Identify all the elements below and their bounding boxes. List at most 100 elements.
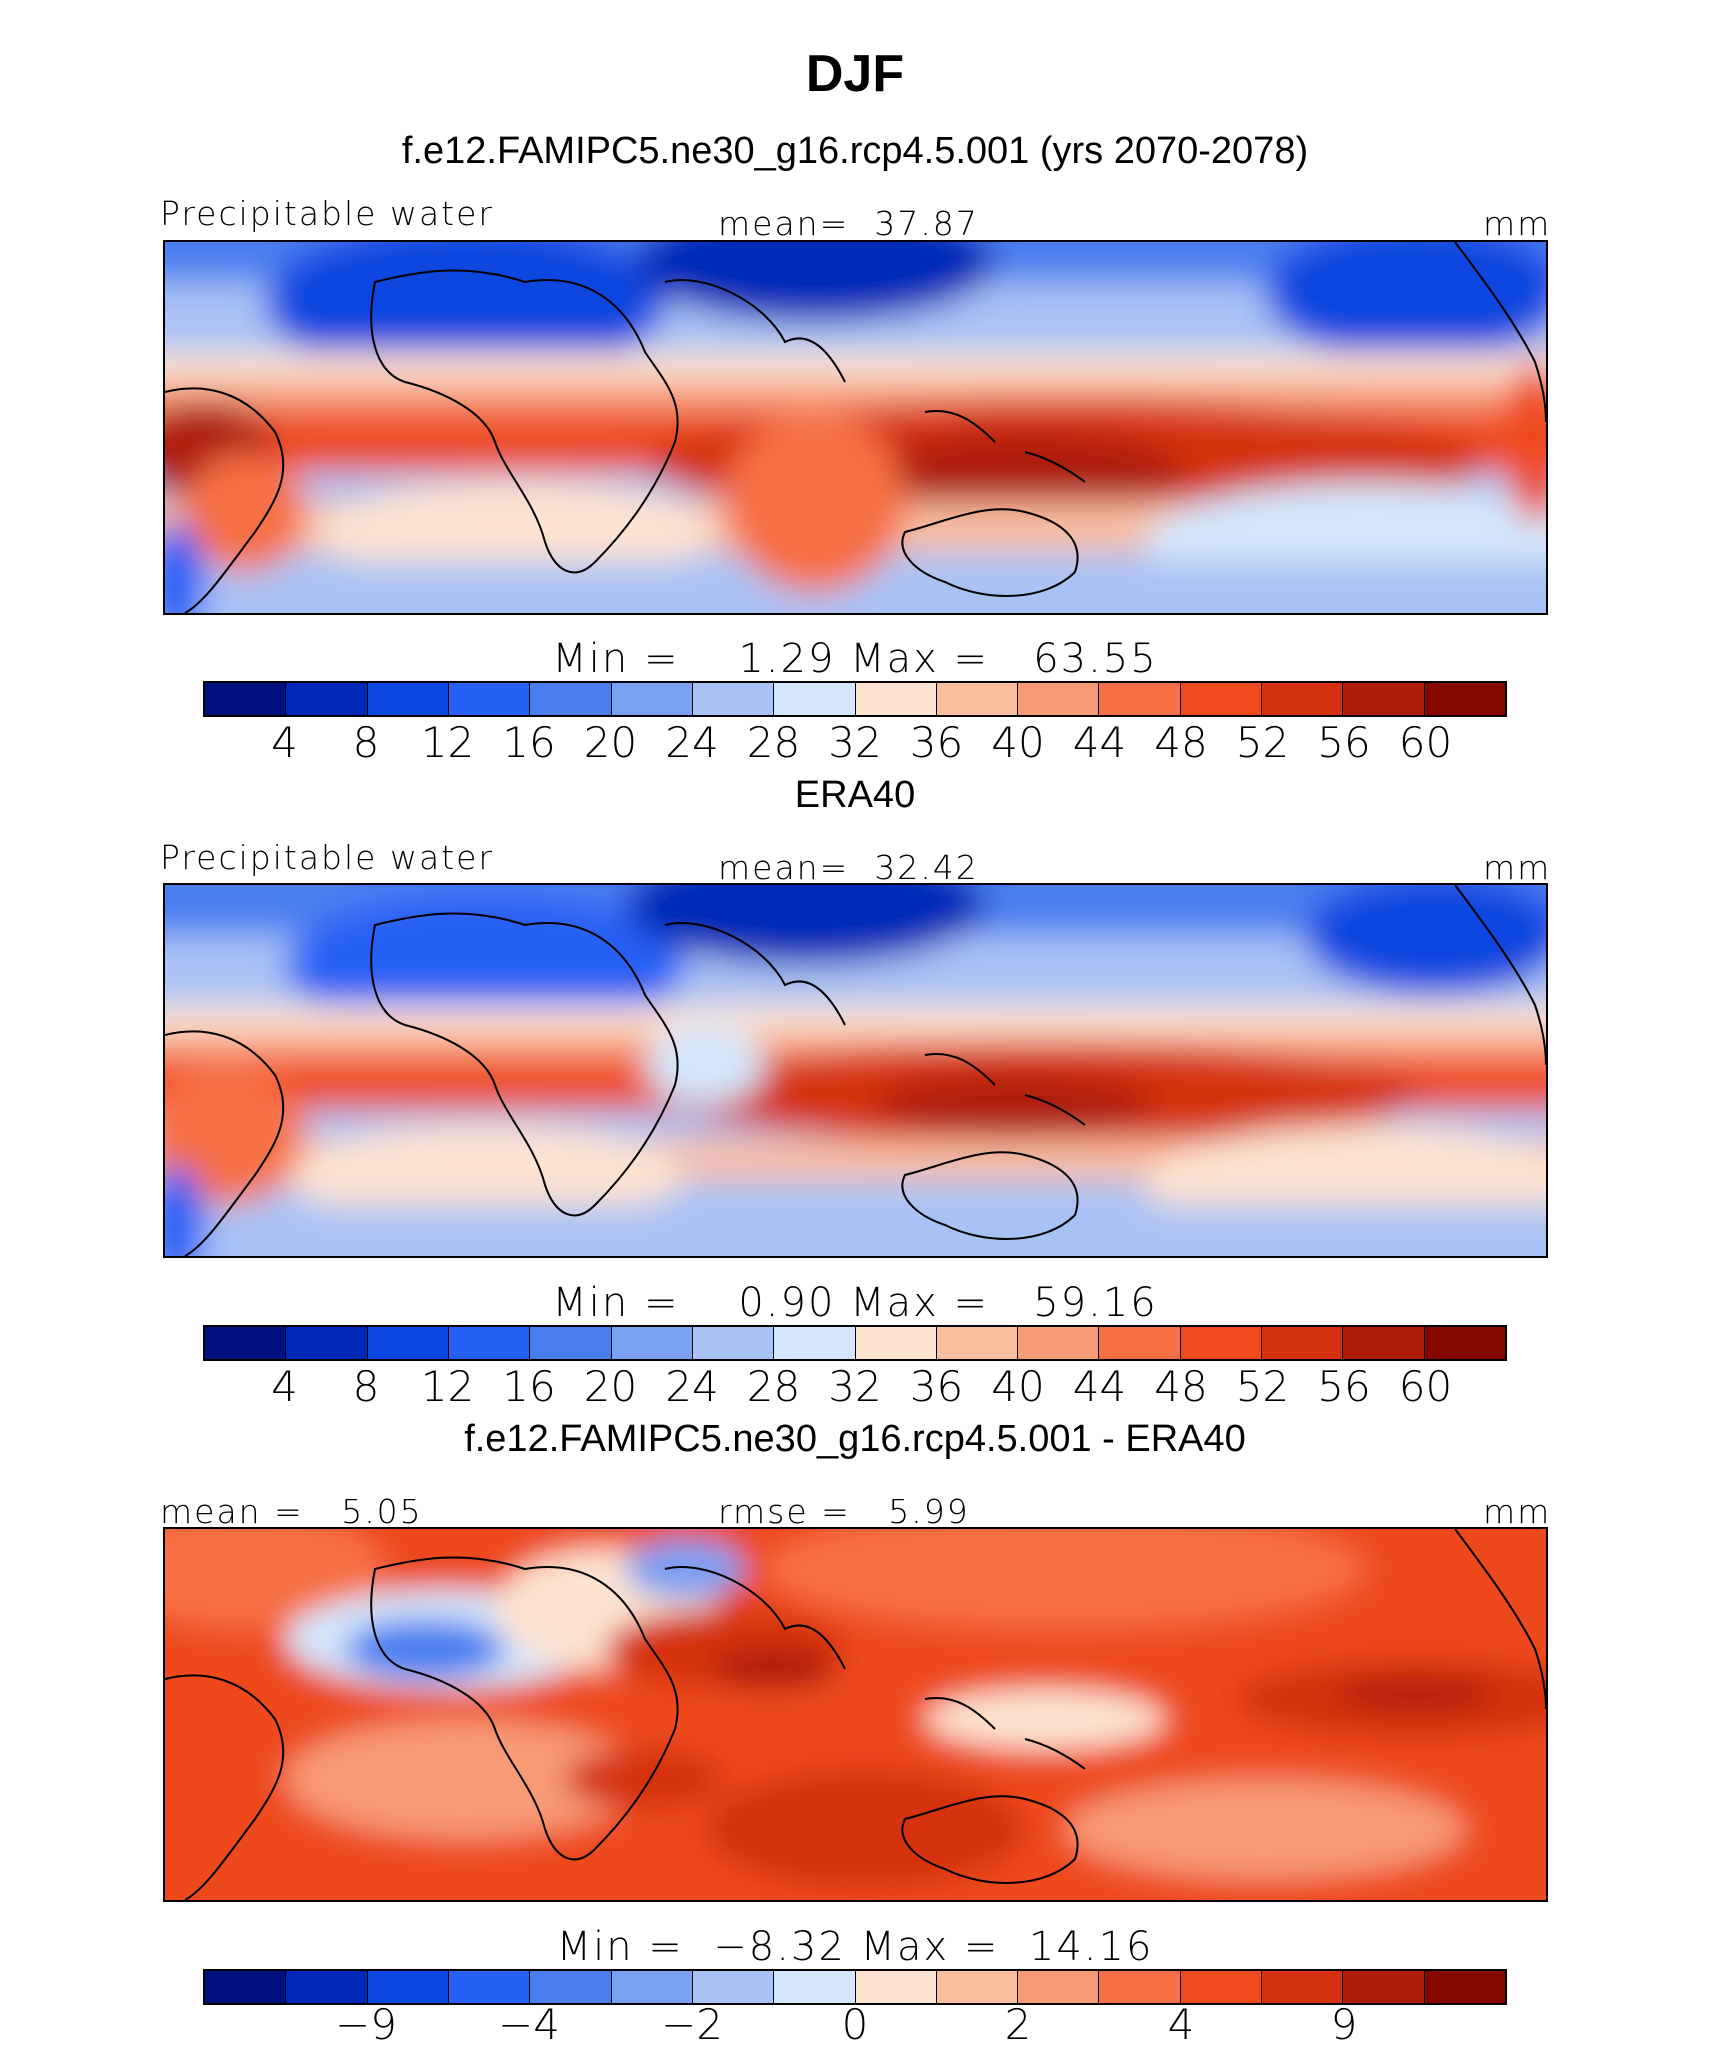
panel-2-colorbar-swatch xyxy=(1424,1327,1505,1359)
panel-2-contour-field xyxy=(165,885,1546,1256)
panel-2-colorbar-swatch xyxy=(205,1327,287,1359)
panel-1-colorbar-swatch xyxy=(1018,683,1100,715)
colorbar-tick-label: 36 xyxy=(909,1362,964,1411)
colorbar-tick-label: 28 xyxy=(746,1362,801,1411)
panel-2-colorbar-swatch xyxy=(1018,1327,1100,1359)
colorbar-tick-label: 9 xyxy=(1330,2000,1358,2049)
panel-3-colorbar-swatch xyxy=(448,1971,531,2003)
panel-2-colorbar-swatch xyxy=(1099,1327,1181,1359)
panel-1-minmax: Min = 1.29 Max = 63.55 xyxy=(552,636,1158,682)
colorbar-tick-label: 28 xyxy=(746,718,801,767)
panel-1-title: f.e12.FAMIPC5.ne30_g16.rcp4.5.001 (yrs 2… xyxy=(401,130,1309,172)
panel-2-colorbar-swatch xyxy=(692,1327,775,1359)
panel-2-colorbar-swatch xyxy=(611,1327,693,1359)
panel-1-contour-field xyxy=(165,242,1546,613)
colorbar-tick-label: 48 xyxy=(1154,1362,1208,1411)
colorbar-tick-label: 60 xyxy=(1398,718,1453,767)
panel-2-colorbar-swatch xyxy=(1262,1327,1344,1359)
panel-1-colorbar-swatch xyxy=(1424,683,1505,715)
colorbar-tick-label: 44 xyxy=(1072,718,1127,767)
panel-1-colorbar-swatch xyxy=(936,683,1019,715)
panel-3-colorbar-swatch xyxy=(1424,1971,1505,2003)
panel-3-colorbar-swatch xyxy=(1099,1971,1181,2003)
panel-2-colorbar-swatch xyxy=(1180,1327,1263,1359)
panel-3-colorbar-swatch xyxy=(286,1971,368,2003)
panel-1-colorbar-swatch xyxy=(611,683,693,715)
panel-1-colorbar-ticks: 4 8 12 16 20 24 28 32 36 40 44 48 52 56 … xyxy=(203,718,1507,768)
panel-3-colorbar-swatch xyxy=(611,1971,693,2003)
colorbar-tick-label: 52 xyxy=(1235,1362,1290,1411)
panel-3-colorbar-ticks: −9 −4 −2 0 2 4 9 xyxy=(203,2000,1507,2050)
panel-3-colorbar-swatch xyxy=(367,1971,449,2003)
panel-1-colorbar-swatch xyxy=(1099,683,1181,715)
panel-1-map xyxy=(163,240,1548,615)
panel-3-colorbar-swatch xyxy=(1343,1971,1425,2003)
panel-2-map xyxy=(163,883,1548,1258)
colorbar-tick-label: 16 xyxy=(502,1362,556,1411)
colorbar-tick-label: 36 xyxy=(909,718,964,767)
colorbar-tick-label: −4 xyxy=(498,2000,560,2049)
panel-3-minmax: Min = −8.32 Max = 14.16 xyxy=(556,1924,1154,1970)
panel-2-colorbar-swatch xyxy=(286,1327,368,1359)
panel-3-units-label: mm xyxy=(1483,1492,1552,1531)
panel-1-variable-label: Precipitable water xyxy=(160,194,494,233)
panel-1-colorbar-swatch xyxy=(530,683,612,715)
panel-1-colorbar-swatch xyxy=(1180,683,1263,715)
panel-3-colorbar-swatch xyxy=(1180,1971,1263,2003)
colorbar-tick-label: 32 xyxy=(828,1362,882,1411)
colorbar-tick-label: 56 xyxy=(1317,1362,1371,1411)
panel-1-colorbar-swatch xyxy=(774,683,856,715)
panel-1-colorbar-swatch xyxy=(855,683,937,715)
colorbar-tick-label: 24 xyxy=(665,1362,719,1411)
panel-3-colorbar-swatch xyxy=(855,1971,937,2003)
panel-1-colorbar-swatch xyxy=(286,683,368,715)
panel-2-colorbar-swatch xyxy=(367,1327,449,1359)
colorbar-tick-label: 2 xyxy=(1004,2000,1032,2049)
panel-1-units-label: mm xyxy=(1483,204,1552,243)
figure-title: DJF xyxy=(805,45,905,103)
panel-2-colorbar-ticks: 4 8 12 16 20 24 28 32 36 40 44 48 52 56 … xyxy=(203,1362,1507,1412)
panel-3-colorbar-swatch xyxy=(1262,1971,1344,2003)
panel-2-colorbar-swatch xyxy=(530,1327,612,1359)
colorbar-tick-label: 4 xyxy=(271,718,298,767)
panel-1-colorbar-swatch xyxy=(1262,683,1344,715)
panel-3-colorbar-swatch xyxy=(936,1971,1019,2003)
panel-2-variable-label: Precipitable water xyxy=(160,838,494,877)
colorbar-tick-label: 12 xyxy=(420,1362,475,1411)
panel-2-colorbar-swatch xyxy=(448,1327,531,1359)
panel-1-colorbar-swatch xyxy=(1343,683,1425,715)
panel-2-colorbar-swatch xyxy=(936,1327,1019,1359)
colorbar-tick-label: 24 xyxy=(665,718,719,767)
panel-2-colorbar-swatch xyxy=(774,1327,856,1359)
panel-3-colorbar xyxy=(203,1969,1507,2005)
panel-1-colorbar-swatch xyxy=(205,683,287,715)
colorbar-tick-label: 40 xyxy=(991,718,1045,767)
panel-1-mean-label: mean= 37.87 xyxy=(718,204,979,243)
panel-2-title: ERA40 xyxy=(794,774,916,816)
panel-3-map xyxy=(163,1527,1548,1902)
panel-1-colorbar-swatch xyxy=(367,683,449,715)
panel-3-colorbar-swatch xyxy=(692,1971,775,2003)
colorbar-tick-label: 4 xyxy=(1167,2000,1195,2049)
panel-2-minmax: Min = 0.90 Max = 59.16 xyxy=(552,1280,1158,1326)
panel-3-colorbar-swatch xyxy=(530,1971,612,2003)
panel-2-colorbar xyxy=(203,1325,1507,1361)
panel-3-colorbar-swatch xyxy=(205,1971,287,2003)
panel-1-colorbar-swatch xyxy=(692,683,775,715)
panel-3-colorbar-swatch xyxy=(774,1971,856,2003)
colorbar-tick-label: −9 xyxy=(335,2000,397,2049)
panel-3-title: f.e12.FAMIPC5.ne30_g16.rcp4.5.001 - ERA4… xyxy=(464,1418,1246,1460)
colorbar-tick-label: 16 xyxy=(502,718,556,767)
colorbar-tick-label: 20 xyxy=(583,718,638,767)
panel-3-mean-label: mean = 5.05 xyxy=(160,1492,423,1531)
panel-3-rmse-label: rmse = 5.99 xyxy=(718,1492,970,1531)
colorbar-tick-label: 20 xyxy=(583,1362,638,1411)
colorbar-tick-label: 4 xyxy=(271,1362,298,1411)
panel-3-contour-field xyxy=(165,1529,1546,1900)
colorbar-tick-label: 0 xyxy=(841,2000,869,2049)
panel-1-colorbar-swatch xyxy=(448,683,531,715)
colorbar-tick-label: 12 xyxy=(420,718,475,767)
colorbar-tick-label: 48 xyxy=(1154,718,1208,767)
colorbar-tick-label: 8 xyxy=(352,718,380,767)
colorbar-tick-label: 40 xyxy=(991,1362,1045,1411)
